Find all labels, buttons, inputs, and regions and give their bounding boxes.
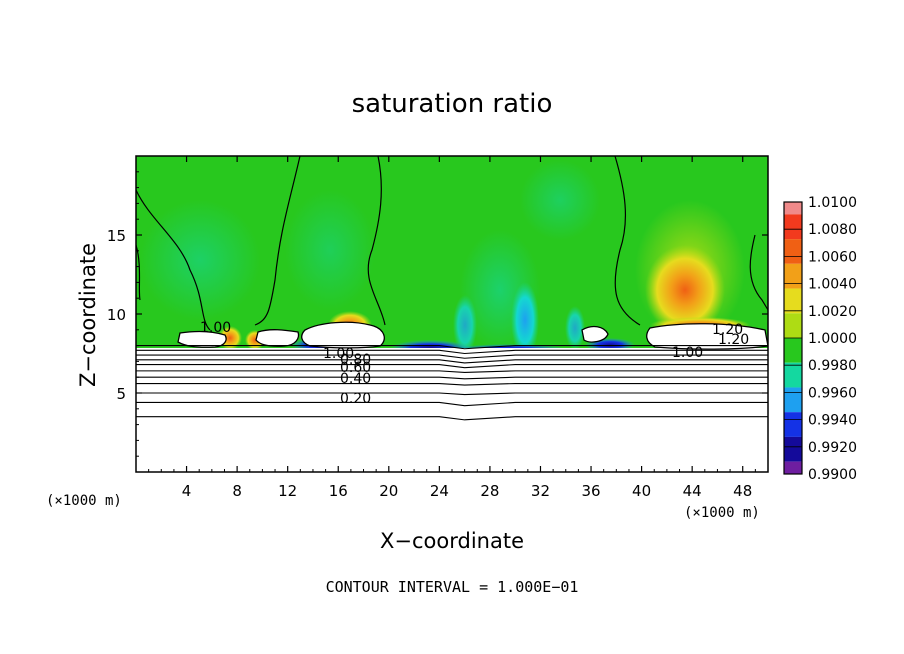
colorbar-swatch: [784, 214, 802, 240]
colorbar-swatch: [784, 412, 802, 437]
x-tick-label: 20: [379, 482, 398, 500]
colorbar-label: 0.9980: [808, 358, 857, 374]
cloud-cell: [581, 325, 609, 343]
hot-spot: [645, 245, 725, 335]
colorbar-label: 0.9900: [808, 467, 857, 483]
x-tick-label: 24: [430, 482, 449, 500]
contour-line: [136, 345, 768, 350]
colorbar-swatch: [784, 239, 802, 264]
cloud-cell: [301, 321, 385, 349]
x-tick-label: 28: [480, 482, 499, 500]
x-tick-label: 16: [329, 482, 348, 500]
y-tick-label: 5: [116, 385, 126, 403]
x-tick-label: 32: [531, 482, 550, 500]
colorbar-swatch: [784, 387, 802, 413]
colorbar-swatch: [784, 202, 802, 215]
colorbar-label: 0.9920: [808, 440, 857, 456]
colorbar-label: 0.9960: [808, 385, 857, 401]
contour-line: [136, 401, 768, 407]
x-axis-ticks: 4 8 12 16 20 24 28 32 36 40 44 48: [148, 156, 756, 500]
colorbar-swatch: [784, 288, 802, 314]
plot-field: [136, 156, 768, 472]
contour-lines: [136, 345, 768, 421]
colorbar-label: 1.0060: [808, 249, 857, 265]
contour-1.00: [136, 189, 211, 331]
chart-title: saturation ratio: [352, 89, 553, 119]
x-tick-label: 40: [632, 482, 651, 500]
colorbar-label: 0.9940: [808, 413, 857, 429]
cloud-cell: [255, 329, 300, 347]
contour-label: 1.20: [712, 322, 743, 338]
colorbar-swatch: [784, 263, 802, 289]
contour-line: [136, 376, 768, 380]
contour-label: 1.20: [718, 332, 749, 348]
colorbar: 1.0100 1.0080 1.0060 1.0040 1.0020 1.0000 0.99…: [783, 195, 857, 483]
contour-1.00: [367, 156, 386, 326]
y-tick-label: 10: [107, 306, 126, 324]
x-unit-right: (×1000 m): [684, 505, 760, 521]
x-tick-label: 44: [683, 482, 702, 500]
colorbar-label: 1.0000: [808, 331, 857, 347]
colorbar-swatch: [784, 436, 802, 462]
y-axis-label: Z−coordinate: [76, 243, 100, 387]
colorbar-label: 1.0040: [808, 277, 857, 293]
cyan-patch: [285, 190, 375, 310]
x-tick-label: 12: [278, 482, 297, 500]
contour-label: 0.60: [340, 360, 371, 376]
contour-line: [136, 364, 768, 369]
contour-line: [136, 354, 768, 359]
contour-line: [136, 416, 768, 421]
y-tick-label: 15: [107, 227, 126, 245]
blue-streak: [511, 282, 539, 358]
cloud-cell: [646, 323, 768, 350]
contour-interval-note: CONTOUR INTERVAL = 1.000E−01: [326, 578, 579, 596]
colorbar-swatch: [784, 313, 802, 338]
contour-line: [136, 370, 768, 374]
contour-line: [136, 359, 768, 364]
contour-1.00: [136, 244, 141, 301]
contour-1.00: [749, 234, 768, 311]
contour-label: 0.80: [340, 352, 371, 368]
y-axis-ticks: 5 10 15: [107, 171, 768, 457]
colorbar-label: 1.0080: [808, 222, 857, 238]
contour-label: 1.00: [672, 345, 703, 361]
contour-label: 1.00: [323, 346, 354, 362]
x-tick-label: 36: [581, 482, 600, 500]
colorbar-swatch: [784, 338, 802, 363]
contour-label: 0.20: [340, 391, 371, 407]
contour-line: [136, 392, 768, 396]
cyan-patch: [140, 200, 260, 320]
colorbar-swatch: [784, 461, 802, 474]
colorbar-label: 1.0020: [808, 304, 857, 320]
contour-line: [136, 382, 768, 386]
x-tick-label: 48: [733, 482, 752, 500]
colorbar-swatch: [784, 362, 802, 388]
cyan-patch: [520, 160, 600, 240]
blue-streak: [565, 306, 585, 350]
x-axis-label: X−coordinate: [380, 529, 524, 553]
x-tick-label: 8: [232, 482, 242, 500]
x-tick-label: 4: [182, 482, 192, 500]
x-unit-left: (×1000 m): [46, 493, 122, 509]
contour-line: [136, 349, 768, 355]
contour-label: 0.40: [340, 371, 371, 387]
contour-label: 1.00: [200, 320, 231, 336]
contour-1.00: [614, 156, 641, 326]
colorbar-label: 1.0100: [808, 195, 857, 211]
blue-streak: [453, 295, 477, 355]
boundary-band: [136, 348, 768, 358]
contour-1.00: [254, 156, 301, 326]
